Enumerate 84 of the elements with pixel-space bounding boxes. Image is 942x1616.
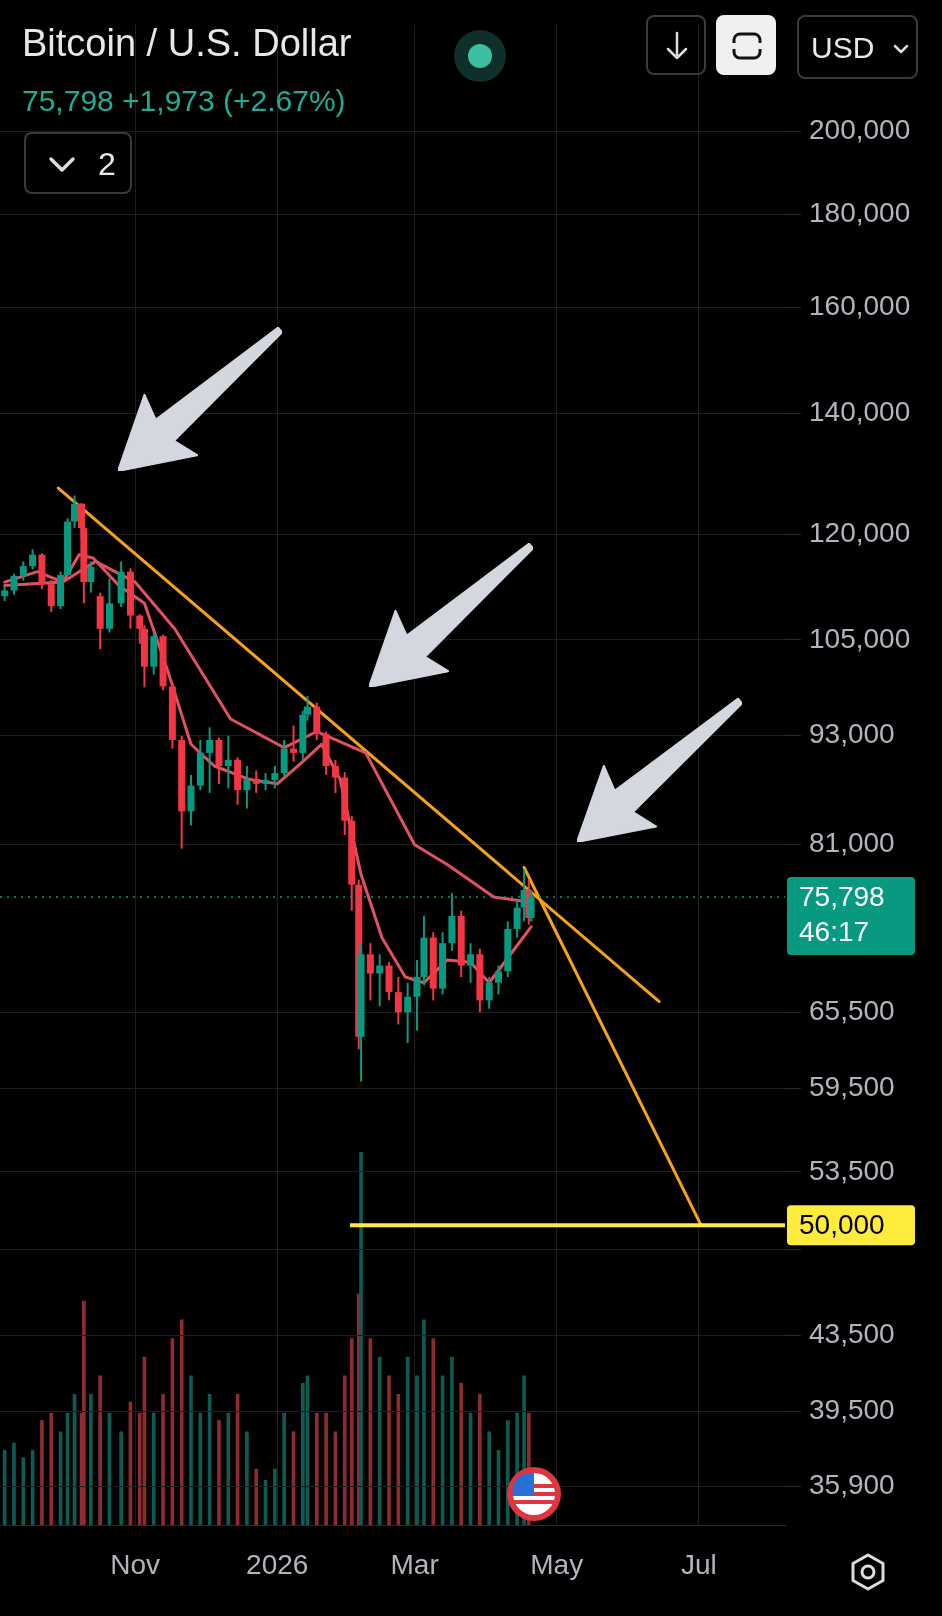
candlestick [87,560,95,594]
y-tick-label: 120,000 [809,517,911,549]
candlestick [71,494,79,530]
bar [387,1375,391,1525]
candlestick [485,975,493,1010]
y-tick-label: 93,000 [809,718,895,750]
bar [349,1338,354,1525]
y-tick-label: 81,000 [809,827,895,859]
x-tick-label: Mar [390,1548,439,1580]
x-tick-label: May [530,1548,584,1580]
ref-line-label: 75,798 [799,880,885,912]
y-tick-label: 200,000 [809,114,911,146]
y-tick-label: 35,900 [809,1469,895,1501]
candlestick [10,572,18,596]
y-tick-label: 59,500 [809,1070,895,1102]
candlestick [394,975,402,1026]
bar [505,1420,510,1525]
currency-select: USD [797,15,918,79]
bar [282,1412,287,1525]
bar [217,1420,221,1525]
bar [415,1375,419,1525]
candlestick [376,953,384,1008]
candlestick [366,942,374,1002]
x-tick-label: Nov [110,1548,160,1580]
candlestick [290,724,297,763]
bar [189,1375,193,1525]
bar [342,1375,347,1525]
bar [226,1412,231,1525]
bar [314,1412,319,1525]
bar [422,1319,426,1525]
candlestick [404,981,412,1045]
annotation: 2 [98,146,116,183]
bar [82,1300,86,1525]
bar [119,1431,123,1525]
bar [198,1412,203,1525]
bar [459,1382,464,1525]
y-tick-label: 180,000 [809,197,911,229]
bar [478,1394,482,1525]
candlestick [513,899,521,939]
bar [151,1412,156,1525]
candlestick [413,958,421,1032]
bar [450,1356,454,1525]
x-tick-label: 2026 [246,1548,309,1580]
bar [245,1431,249,1525]
chart-title: Bitcoin / U.S. Dollar [22,22,352,65]
candlestick [331,758,339,794]
candlestick [467,942,475,984]
bar [40,1420,44,1525]
y-tick-label: 105,000 [809,622,911,654]
bar [359,1152,363,1525]
text: 46:17 [799,915,870,947]
bar [89,1394,93,1525]
candlestick [224,734,232,790]
bar [487,1431,491,1525]
y-tick-label: 160,000 [809,290,911,322]
bar [254,1468,259,1525]
candlestick [47,578,55,613]
bar [21,1457,26,1525]
bar [98,1375,102,1525]
bar [377,1356,382,1525]
bar [179,1319,184,1525]
ref-line-label: 50,000 [799,1209,885,1241]
bar [324,1412,328,1525]
dropdown-button: 2 [24,132,132,194]
bar [431,1338,436,1525]
candlestick [252,769,260,794]
x-tick-label: Jul [680,1548,717,1580]
candlestick [19,560,27,582]
candlestick [206,726,214,794]
candlestick [29,548,37,571]
y-tick-label: 65,500 [809,995,895,1027]
bar [273,1468,277,1525]
candlestick [271,765,279,790]
candlestick [494,964,502,996]
y-tick-label: 43,500 [809,1317,895,1349]
text: 75,798 +1,973 (+2.67%) [22,84,346,118]
y-tick-label: 140,000 [809,395,911,427]
y-tick-label: 39,500 [809,1394,895,1426]
bar [49,1412,54,1525]
bar [396,1394,401,1525]
bar [161,1394,165,1525]
candlestick [243,765,251,810]
bar [12,1442,16,1525]
y-tick-label: 53,500 [809,1154,895,1186]
